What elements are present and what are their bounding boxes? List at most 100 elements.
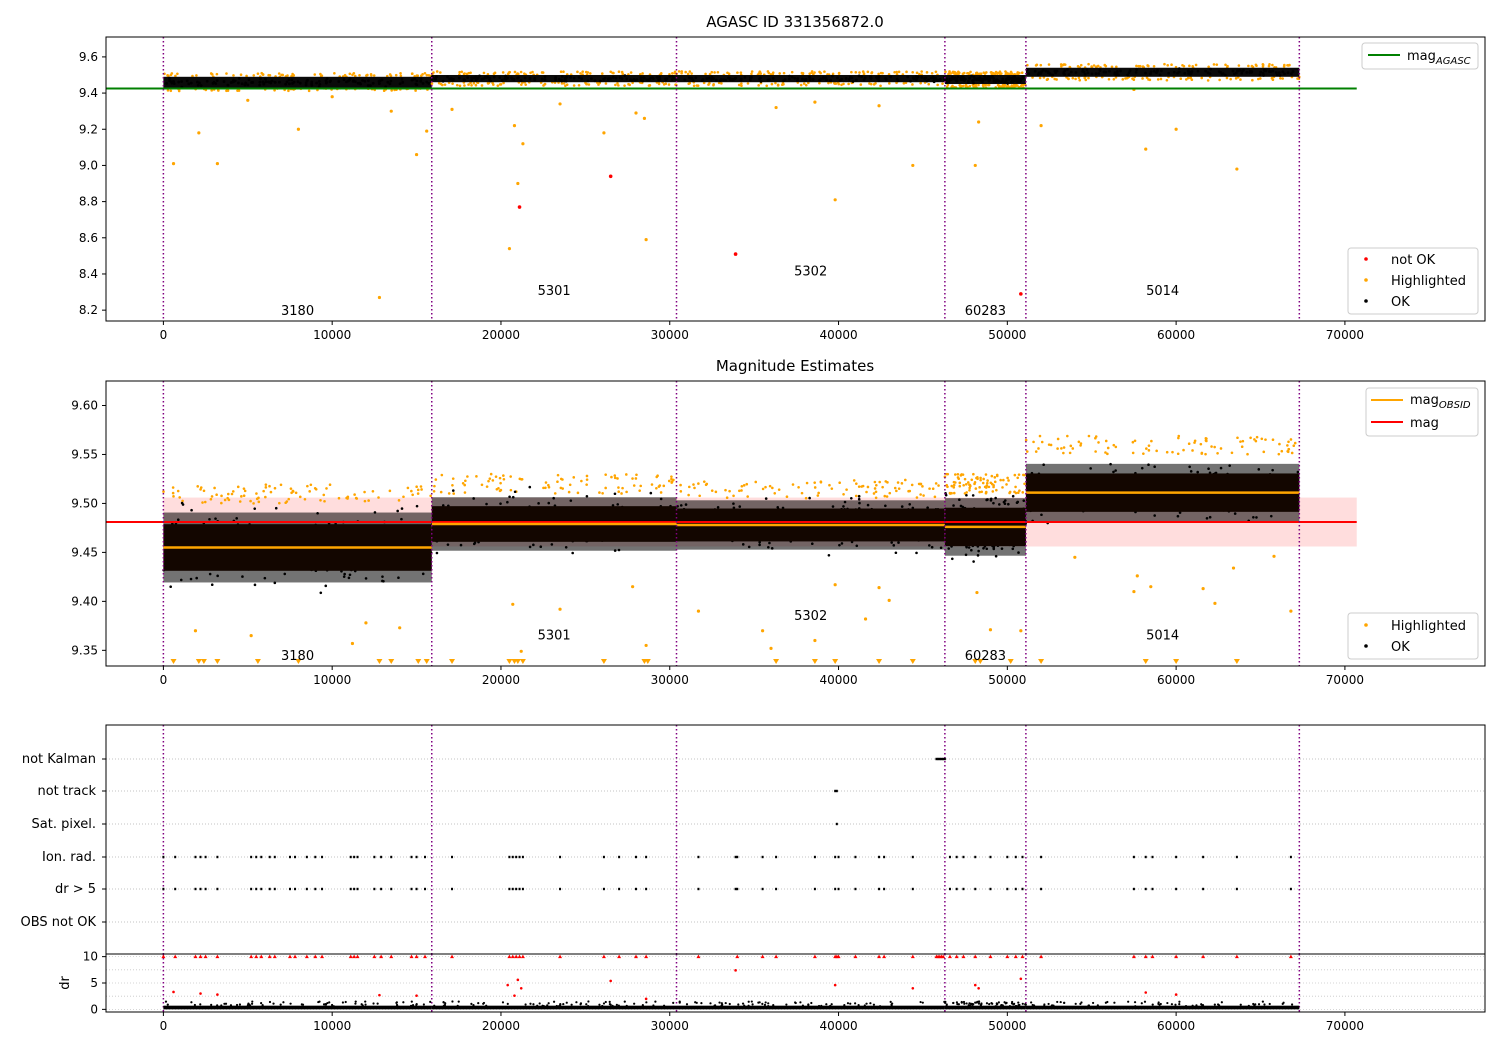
highlighted-point [1267, 64, 1271, 68]
highlighted-point [1260, 437, 1264, 441]
ok-point [968, 76, 972, 80]
dr-point [282, 1001, 285, 1004]
highlighted-point [562, 70, 565, 74]
ok-point [172, 82, 176, 86]
highlighted-point [969, 70, 972, 74]
dr-clipped-marker [617, 954, 622, 959]
highlighted-point [1067, 77, 1070, 80]
dr-point [501, 1001, 505, 1004]
highlighted-point [502, 477, 506, 481]
highlighted-point [544, 486, 547, 490]
highlighted-point [287, 89, 290, 93]
dr-point [772, 1003, 775, 1007]
highlighted-point [993, 480, 997, 484]
highlighted-point [988, 628, 993, 632]
highlighted-point [1124, 77, 1127, 80]
highlighted-point [644, 237, 648, 242]
highlighted-point [1009, 72, 1013, 76]
ok-point [513, 490, 517, 494]
highlighted-point [785, 495, 789, 499]
highlighted-point [949, 72, 953, 75]
ok-point [847, 77, 851, 81]
ok-point [844, 77, 848, 80]
flag-point [288, 887, 291, 891]
highlighted-point [458, 70, 461, 74]
highlighted-point [953, 473, 957, 476]
highlighted-point [974, 487, 978, 490]
ok-point [571, 551, 574, 555]
ok-point [611, 76, 615, 79]
highlighted-point [486, 72, 490, 76]
highlighted-point [698, 494, 701, 498]
highlighted-point [739, 71, 743, 74]
dr-point [1191, 1004, 1194, 1007]
highlighted-point [201, 501, 204, 504]
highlighted-point [172, 495, 175, 498]
highlighted-point [1040, 440, 1044, 444]
dr-point [238, 1003, 242, 1006]
flag-point [854, 855, 857, 859]
flag-point [736, 855, 739, 859]
ok-point [972, 81, 975, 85]
ok-point [401, 80, 405, 84]
ok-point [808, 77, 812, 81]
dr-clipped-marker [853, 954, 858, 959]
ok-point [1223, 73, 1227, 77]
flag-point [989, 887, 992, 891]
highlighted-point [1104, 451, 1107, 454]
highlighted-point [432, 489, 436, 493]
dr-clipped-marker [203, 954, 208, 959]
ok-point-band [431, 74, 677, 83]
highlighted-point [562, 82, 566, 85]
ok-point [1274, 71, 1278, 74]
dr-point [409, 1004, 413, 1007]
highlighted-point [513, 70, 517, 74]
highlighted-point [511, 602, 515, 606]
dr-point [1031, 1003, 1034, 1007]
highlighted-point [585, 483, 588, 486]
highlighted-point [870, 71, 874, 74]
highlighted-point [881, 71, 884, 75]
highlighted-point [451, 477, 455, 480]
highlighted-point [944, 70, 947, 74]
highlighted-point [213, 486, 216, 490]
ok-point [400, 507, 404, 510]
dr-clipped-marker [249, 954, 254, 959]
highlighted-point [746, 82, 750, 85]
ok-point [273, 80, 277, 84]
dr-point [536, 1004, 539, 1007]
ok-point [226, 83, 230, 87]
ok-point [1085, 68, 1089, 72]
dr-point [857, 1004, 860, 1007]
ok-point [840, 77, 844, 81]
dr-point [575, 1001, 578, 1004]
highlighted-point [1010, 84, 1014, 87]
ok-point [427, 81, 431, 85]
dr-high-point [609, 979, 612, 983]
highlighted-point [720, 82, 723, 85]
dr-point [654, 1000, 657, 1003]
dr-point [817, 1004, 821, 1008]
highlighted-point [833, 198, 837, 202]
ok-point [1262, 73, 1265, 77]
highlighted-point [491, 479, 495, 482]
ok-point [614, 76, 618, 80]
ok-point [825, 78, 829, 82]
flag-point [511, 887, 514, 891]
flag-point [518, 855, 521, 859]
ok-point [734, 76, 738, 80]
ok-point [1008, 77, 1012, 80]
ok-point [430, 77, 434, 81]
ok-point [528, 485, 532, 489]
dr-point [767, 1002, 770, 1005]
dr-point [990, 1001, 993, 1005]
ok-point [771, 77, 775, 80]
flag-point [1040, 887, 1043, 891]
highlighted-point [1272, 554, 1276, 558]
ok-point [743, 75, 747, 79]
dr-point [1178, 1000, 1181, 1003]
dr-point [442, 1001, 445, 1004]
highlighted-point [1194, 63, 1198, 67]
highlighted-point [813, 481, 817, 484]
dr-point [164, 1000, 168, 1003]
